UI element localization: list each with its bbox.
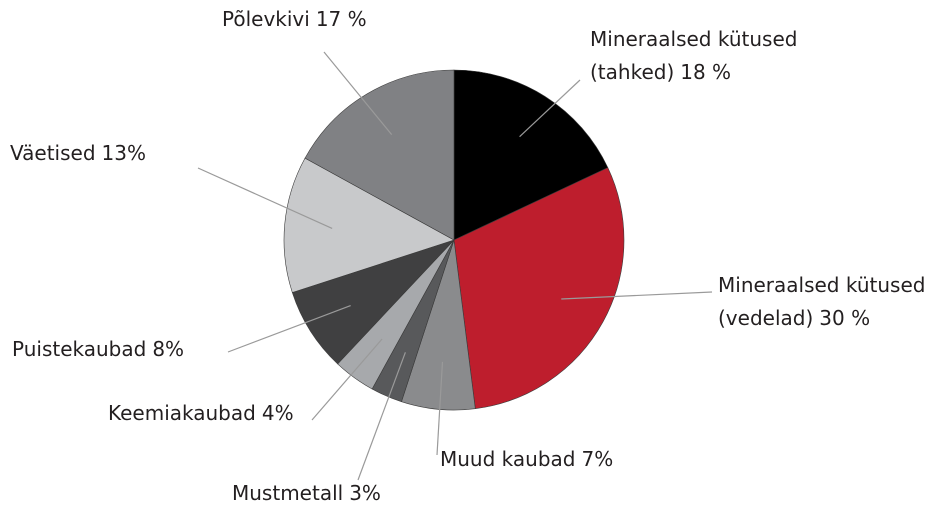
category-name: Puistekaubad — [12, 337, 146, 361]
value-label: 4% — [262, 401, 294, 425]
category-name: Väetised — [10, 141, 96, 165]
leader-line — [436, 361, 444, 456]
leader-line — [311, 338, 383, 421]
leader-line — [561, 291, 713, 300]
category-name: Muud kaubad — [440, 447, 575, 471]
pie-slice — [283, 157, 455, 293]
slice-label: Mustmetall 3% — [232, 481, 381, 505]
slice-label: Puistekaubad 8% — [12, 337, 184, 361]
leader-line — [357, 352, 406, 481]
category-name: Mineraalsed kütused — [718, 273, 925, 297]
value-label: 8% — [152, 337, 184, 361]
slice-label: Põlevkivi 17 % — [222, 7, 367, 31]
pie-slice — [453, 69, 609, 241]
value-label: 7% — [581, 447, 613, 471]
leader-line — [227, 305, 351, 353]
category-name: (tahked) — [590, 60, 674, 84]
value-label: 13% — [102, 141, 146, 165]
slice-label: Muud kaubad 7% — [440, 447, 613, 471]
slice-label: Väetised 13% — [10, 141, 146, 165]
value-label: 17 % — [316, 7, 367, 31]
slice-label: Mineraalsed kütused (tahked) 18 % — [590, 27, 797, 84]
value-label: 18 % — [680, 60, 731, 84]
leader-line — [323, 51, 393, 136]
slice-label: Mineraalsed kütused (vedelad) 30 % — [718, 273, 925, 330]
slice-label: Keemiakaubad 4% — [108, 401, 294, 425]
category-name: Mustmetall — [232, 481, 343, 505]
value-label: 30 % — [819, 306, 870, 330]
pie-slice — [304, 69, 455, 241]
category-name: Keemiakaubad — [108, 401, 256, 425]
category-name: (vedelad) — [718, 306, 813, 330]
leader-line — [197, 167, 333, 230]
leader-line — [519, 79, 581, 138]
pie-slice — [453, 167, 625, 409]
value-label: 3% — [349, 481, 381, 505]
category-name: Mineraalsed kütused — [590, 27, 797, 51]
category-name: Põlevkivi — [222, 7, 310, 31]
